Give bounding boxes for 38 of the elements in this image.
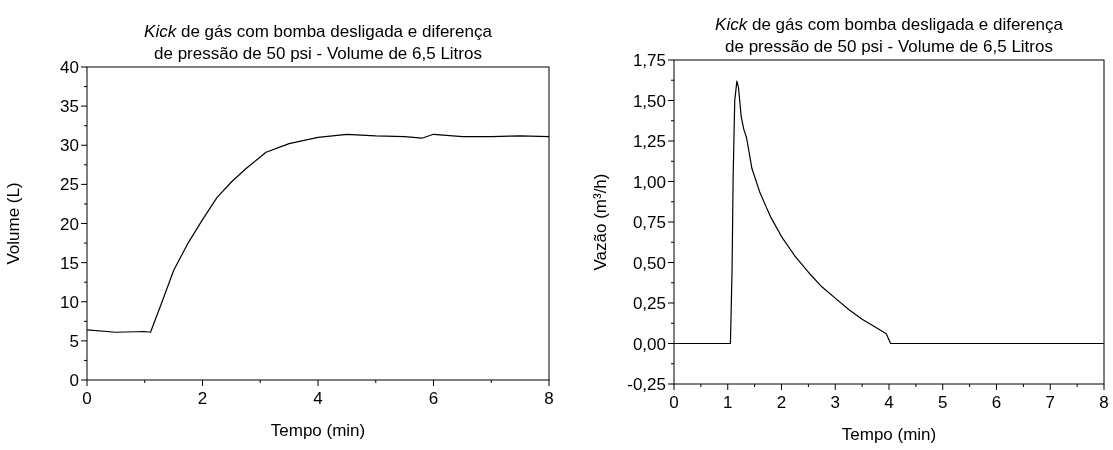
y-tick-label: 10	[60, 292, 79, 312]
x-tick-label: 2	[776, 393, 787, 412]
y-tick-label: 0,50	[632, 253, 666, 273]
y-tick-label: 0,25	[632, 294, 666, 313]
x-axis-title: Tempo (min)	[270, 421, 366, 440]
y-tick-label: 25	[60, 175, 79, 195]
x-tick-label: 4	[884, 393, 894, 412]
y-tick-label: 35	[60, 97, 79, 117]
y-tick-label: 1,75	[632, 51, 666, 70]
y-tick-label: 1,00	[632, 172, 666, 192]
y-tick-label: 1,25	[632, 132, 666, 151]
x-axis-title: Tempo (min)	[841, 425, 937, 444]
y-tick-label: 0,75	[632, 213, 666, 232]
x-tick-label: 4	[313, 389, 323, 408]
x-tick-label: 1	[723, 393, 733, 412]
y-tick-label: 5	[69, 331, 79, 351]
y-tick-label: 0	[69, 371, 79, 390]
y-tick-label: 30	[60, 136, 79, 156]
x-tick-label: 5	[938, 393, 948, 412]
x-tick-label: 6	[428, 389, 439, 408]
y-tick-label: -0,25	[627, 375, 666, 394]
chart-title: Kick de gás com bomba desligada e diferença de pressão de 50 psi - Volume de 6,5 Litros	[144, 22, 493, 63]
x-tick-label: 3	[830, 393, 840, 412]
chart-title: Kick de gás com bomba desligada e diferença de pressão de 50 psi - Volume de 6,5 Litros	[715, 15, 1064, 56]
x-tick-label: 7	[1045, 393, 1055, 412]
y-tick-label: 15	[60, 253, 79, 273]
y-axis-title: Vazão (m³/h)	[591, 173, 610, 271]
y-tick-label: 40	[60, 58, 79, 77]
y-tick-label: 20	[60, 214, 79, 234]
x-tick-label: 0	[82, 389, 92, 408]
x-tick-label: 6	[991, 393, 1002, 412]
y-tick-label: 1,50	[632, 91, 666, 111]
x-tick-label: 8	[1099, 393, 1109, 412]
x-tick-label: 0	[669, 393, 679, 412]
y-axis-title: Volume (L)	[4, 182, 23, 265]
y-tick-label: 0,00	[632, 334, 666, 354]
x-tick-label: 2	[197, 389, 208, 408]
x-tick-label: 8	[544, 389, 554, 408]
